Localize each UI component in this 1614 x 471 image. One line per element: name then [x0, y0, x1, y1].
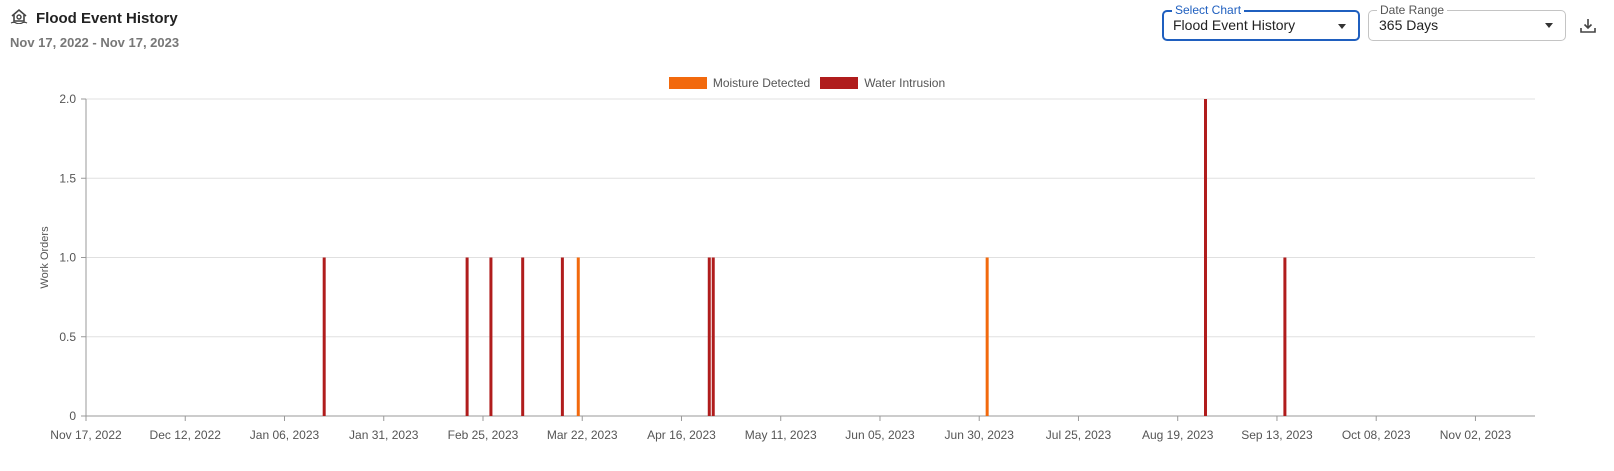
intrusion-bar	[707, 257, 711, 416]
select-chart-dropdown[interactable]: Select Chart Flood Event History	[1162, 3, 1360, 41]
y-tick-label: 0	[69, 409, 76, 423]
y-tick-label: 1.0	[59, 251, 76, 265]
date-range-label: Date Range	[1377, 3, 1448, 17]
date-range-value: 365 Days	[1379, 17, 1439, 33]
x-tick-label: Jun 30, 2023	[945, 428, 1015, 442]
x-tick-label: Jul 25, 2023	[1046, 428, 1112, 442]
moisture-bar	[985, 257, 989, 416]
legend-swatch-moisture	[668, 77, 707, 89]
page-title: Flood Event History	[36, 10, 178, 27]
select-chart-value: Flood Event History	[1173, 17, 1296, 33]
chart-legend: Moisture Detected Water Intrusion	[0, 76, 1614, 90]
chevron-down-icon	[1545, 23, 1553, 28]
legend-item-intrusion[interactable]: Water Intrusion	[820, 76, 945, 90]
intrusion-bar	[1283, 257, 1287, 416]
intrusion-bar	[711, 257, 715, 416]
flood-event-chart: 0 0.5 1.0 1.5 2.0 Nov 17, 2022 Dec 12, 2022 Jan…	[39, 92, 1535, 442]
x-tick-label: May 11, 2023	[745, 428, 817, 442]
select-chart-label: Select Chart	[1172, 3, 1245, 17]
legend-label: Water Intrusion	[864, 76, 946, 90]
intrusion-bar	[560, 257, 564, 416]
y-tick-label: 1.5	[59, 171, 76, 185]
y-axis-label: Work Orders	[39, 226, 51, 289]
intrusion-bar	[322, 257, 326, 416]
legend-swatch-intrusion	[820, 77, 859, 89]
date-range-text: Nov 17, 2022 - Nov 17, 2023	[10, 35, 180, 50]
chart-header: Flood Event History Nov 17, 2022 - Nov 1…	[10, 8, 179, 50]
x-tick-label: Mar 22, 2023	[547, 428, 618, 442]
intrusion-bar	[1204, 99, 1208, 416]
date-range-dropdown[interactable]: Date Range 365 Days	[1368, 3, 1566, 41]
intrusion-bar	[521, 257, 525, 416]
x-tick-label: Oct 08, 2023	[1342, 428, 1411, 442]
x-tick-label: Nov 02, 2023	[1440, 428, 1512, 442]
title-row: Flood Event History	[10, 8, 179, 29]
x-tick-label: Nov 17, 2022	[50, 428, 122, 442]
y-tick-label: 2.0	[59, 92, 76, 106]
x-tick-label: Sep 13, 2023	[1241, 428, 1313, 442]
download-icon[interactable]	[1576, 14, 1600, 38]
y-tick-label: 0.5	[59, 330, 76, 344]
legend-item-moisture[interactable]: Moisture Detected	[668, 76, 811, 90]
x-tick-label: Dec 12, 2022	[150, 428, 222, 442]
chevron-down-icon	[1338, 24, 1346, 29]
moisture-bar	[576, 257, 580, 416]
intrusion-bar	[465, 257, 469, 416]
intrusion-bar	[489, 257, 493, 416]
house-flood-icon	[10, 8, 28, 29]
x-tick-label: Jun 05, 2023	[845, 428, 915, 442]
x-tick-label: Feb 25, 2023	[448, 428, 519, 442]
x-tick-label: Jan 31, 2023	[349, 428, 419, 442]
x-tick-label: Jan 06, 2023	[250, 428, 320, 442]
legend-label: Moisture Detected	[712, 76, 811, 90]
x-tick-label: Apr 16, 2023	[647, 428, 716, 442]
chart-controls: Select Chart Flood Event History Date Ra…	[1162, 3, 1600, 41]
x-tick-label: Aug 19, 2023	[1142, 428, 1214, 442]
